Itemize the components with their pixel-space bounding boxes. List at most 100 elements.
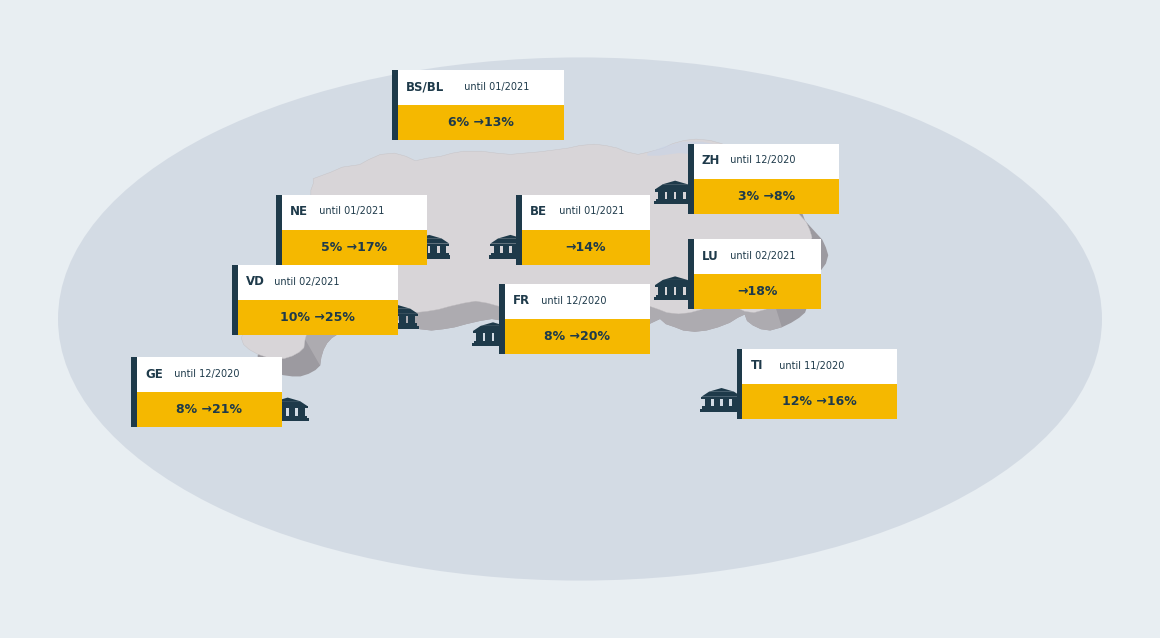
FancyBboxPatch shape <box>392 70 398 140</box>
FancyBboxPatch shape <box>655 189 695 191</box>
FancyBboxPatch shape <box>493 246 500 253</box>
FancyBboxPatch shape <box>232 265 238 335</box>
FancyBboxPatch shape <box>655 295 695 297</box>
FancyBboxPatch shape <box>282 230 427 265</box>
Ellipse shape <box>58 57 1102 581</box>
FancyBboxPatch shape <box>276 195 282 265</box>
FancyBboxPatch shape <box>280 408 287 416</box>
FancyBboxPatch shape <box>440 246 447 253</box>
FancyBboxPatch shape <box>298 408 305 416</box>
FancyBboxPatch shape <box>412 246 419 253</box>
Polygon shape <box>275 397 300 401</box>
FancyBboxPatch shape <box>137 392 282 427</box>
FancyBboxPatch shape <box>409 253 449 255</box>
Text: FR: FR <box>513 294 530 308</box>
FancyBboxPatch shape <box>742 384 897 419</box>
Text: GE: GE <box>145 367 162 381</box>
FancyBboxPatch shape <box>522 195 650 230</box>
Polygon shape <box>655 280 695 285</box>
FancyBboxPatch shape <box>282 195 427 230</box>
Polygon shape <box>523 117 563 122</box>
FancyBboxPatch shape <box>553 124 560 132</box>
FancyBboxPatch shape <box>270 408 277 416</box>
FancyBboxPatch shape <box>268 406 307 408</box>
Text: →14%: →14% <box>566 241 606 254</box>
FancyBboxPatch shape <box>702 406 741 408</box>
FancyBboxPatch shape <box>688 239 694 309</box>
FancyBboxPatch shape <box>732 399 739 406</box>
Text: until 01/2021: until 01/2021 <box>462 82 529 92</box>
Polygon shape <box>491 239 530 244</box>
FancyBboxPatch shape <box>701 408 742 412</box>
Text: LU: LU <box>702 249 718 263</box>
FancyBboxPatch shape <box>686 287 693 295</box>
FancyBboxPatch shape <box>408 316 415 323</box>
FancyBboxPatch shape <box>473 331 513 333</box>
Polygon shape <box>662 181 688 184</box>
FancyBboxPatch shape <box>409 244 449 246</box>
Text: until 11/2020: until 11/2020 <box>776 361 844 371</box>
FancyBboxPatch shape <box>505 284 650 319</box>
Polygon shape <box>473 326 513 331</box>
FancyBboxPatch shape <box>238 265 398 300</box>
FancyBboxPatch shape <box>503 333 510 341</box>
FancyBboxPatch shape <box>688 144 694 214</box>
Text: VD: VD <box>246 275 264 288</box>
Text: 3% →8%: 3% →8% <box>738 189 795 203</box>
FancyBboxPatch shape <box>694 239 821 274</box>
FancyBboxPatch shape <box>694 274 821 309</box>
FancyBboxPatch shape <box>667 287 674 295</box>
FancyBboxPatch shape <box>658 191 665 199</box>
Polygon shape <box>268 401 307 406</box>
Polygon shape <box>385 305 411 309</box>
Polygon shape <box>647 142 731 156</box>
FancyBboxPatch shape <box>535 124 542 132</box>
Polygon shape <box>416 235 442 239</box>
FancyBboxPatch shape <box>713 399 720 406</box>
FancyBboxPatch shape <box>380 316 387 323</box>
FancyBboxPatch shape <box>499 284 505 354</box>
FancyBboxPatch shape <box>502 246 509 253</box>
FancyBboxPatch shape <box>702 397 741 399</box>
Text: until 12/2020: until 12/2020 <box>727 156 796 165</box>
Text: ZH: ZH <box>702 154 720 167</box>
Text: until 12/2020: until 12/2020 <box>538 296 607 306</box>
FancyBboxPatch shape <box>267 418 309 421</box>
FancyBboxPatch shape <box>522 230 650 265</box>
Polygon shape <box>662 276 688 280</box>
FancyBboxPatch shape <box>521 246 528 253</box>
FancyBboxPatch shape <box>505 319 650 354</box>
FancyBboxPatch shape <box>737 349 742 419</box>
FancyBboxPatch shape <box>704 399 711 406</box>
FancyBboxPatch shape <box>472 343 514 346</box>
FancyBboxPatch shape <box>654 297 696 300</box>
FancyBboxPatch shape <box>522 134 564 137</box>
FancyBboxPatch shape <box>491 244 530 246</box>
FancyBboxPatch shape <box>742 349 897 384</box>
FancyBboxPatch shape <box>694 144 839 179</box>
FancyBboxPatch shape <box>408 255 450 258</box>
FancyBboxPatch shape <box>544 124 551 132</box>
FancyBboxPatch shape <box>655 285 695 287</box>
Text: →18%: →18% <box>738 285 777 299</box>
Polygon shape <box>480 322 506 326</box>
FancyBboxPatch shape <box>378 323 418 325</box>
Text: 12% →16%: 12% →16% <box>782 395 857 408</box>
FancyBboxPatch shape <box>658 287 665 295</box>
FancyBboxPatch shape <box>494 333 501 341</box>
FancyBboxPatch shape <box>694 179 839 214</box>
Text: TI: TI <box>751 359 763 373</box>
Polygon shape <box>305 297 782 366</box>
FancyBboxPatch shape <box>525 124 532 132</box>
FancyBboxPatch shape <box>655 199 695 201</box>
FancyBboxPatch shape <box>131 357 137 427</box>
Polygon shape <box>304 255 354 276</box>
Text: until 01/2021: until 01/2021 <box>556 207 624 216</box>
FancyBboxPatch shape <box>676 191 683 199</box>
Text: 10% →25%: 10% →25% <box>281 311 355 324</box>
FancyBboxPatch shape <box>289 408 296 416</box>
FancyBboxPatch shape <box>238 300 398 335</box>
FancyBboxPatch shape <box>523 132 563 134</box>
FancyBboxPatch shape <box>676 287 683 295</box>
FancyBboxPatch shape <box>398 105 564 140</box>
